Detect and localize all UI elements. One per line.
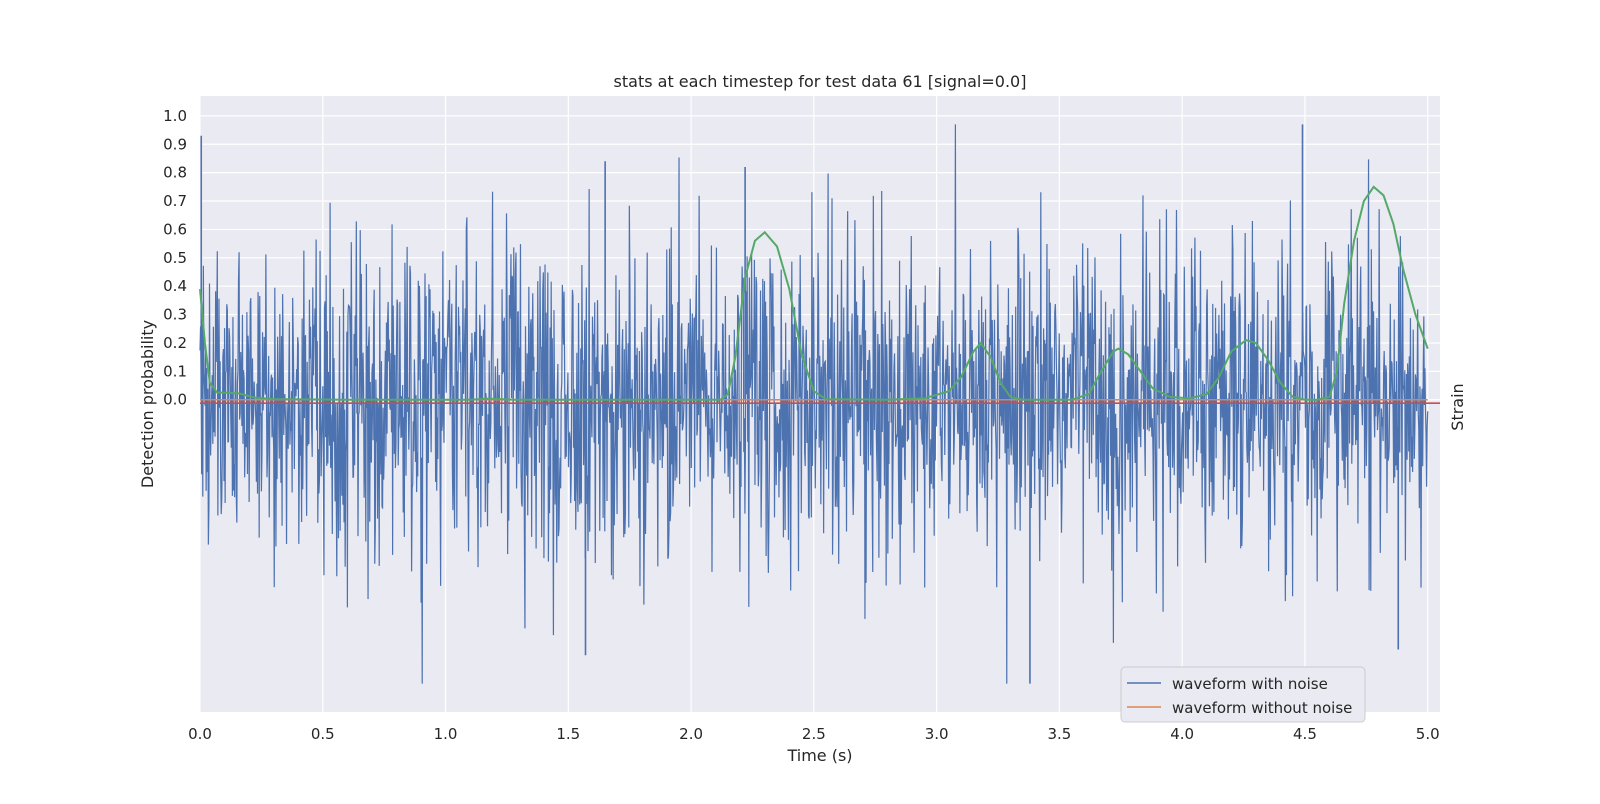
x-tick-label: 0.0 bbox=[188, 725, 212, 743]
x-tick-label: 3.5 bbox=[1047, 725, 1071, 743]
x-tick-label: 4.5 bbox=[1293, 725, 1317, 743]
x-axis-label: Time (s) bbox=[786, 746, 852, 765]
x-tick-label: 4.0 bbox=[1170, 725, 1194, 743]
legend-box bbox=[1120, 666, 1366, 723]
y-tick-label: 0.0 bbox=[163, 391, 187, 409]
series-detection-probability bbox=[199, 185, 1429, 401]
chart-title: stats at each timestep for test data 61 … bbox=[614, 72, 1027, 91]
y-tick-label: 0.2 bbox=[163, 334, 187, 352]
x-tick-label: 2.0 bbox=[679, 725, 703, 743]
y-tick-label: 1.0 bbox=[163, 107, 187, 125]
x-tick-label: 1.0 bbox=[434, 725, 458, 743]
legend-label-noise: waveform with noise bbox=[1172, 675, 1328, 693]
x-tick-label: 3.0 bbox=[925, 725, 949, 743]
y-tick-label: 0.9 bbox=[163, 135, 187, 153]
y-tick-label: 0.8 bbox=[163, 164, 187, 182]
y-tick-label: 0.6 bbox=[163, 220, 187, 238]
x-tick-label: 5.0 bbox=[1416, 725, 1440, 743]
y-tick-label: 0.5 bbox=[163, 249, 187, 267]
tick-layer: 0.0 0.5 1.0 1.5 2.0 2.5 3.0 3.5 4.0 4.5 5.0 0.0 0.1 0… bbox=[163, 107, 1440, 743]
y-tick-label: 0.7 bbox=[163, 192, 187, 210]
x-tick-label: 0.5 bbox=[311, 725, 335, 743]
x-tick-label: 2.5 bbox=[802, 725, 826, 743]
legend-label-clean: waveform without noise bbox=[1172, 699, 1352, 717]
y-tick-label: 0.4 bbox=[163, 277, 187, 295]
series-layer bbox=[199, 124, 1440, 684]
legend: waveform with noise waveform without noi… bbox=[1120, 666, 1366, 723]
x-tick-label: 1.5 bbox=[556, 725, 580, 743]
y-tick-label: 0.3 bbox=[163, 306, 187, 324]
y-axis-label-right: Strain bbox=[1448, 383, 1467, 430]
y-axis-label: Detection probability bbox=[138, 320, 157, 488]
y-tick-label: 0.1 bbox=[163, 362, 187, 380]
